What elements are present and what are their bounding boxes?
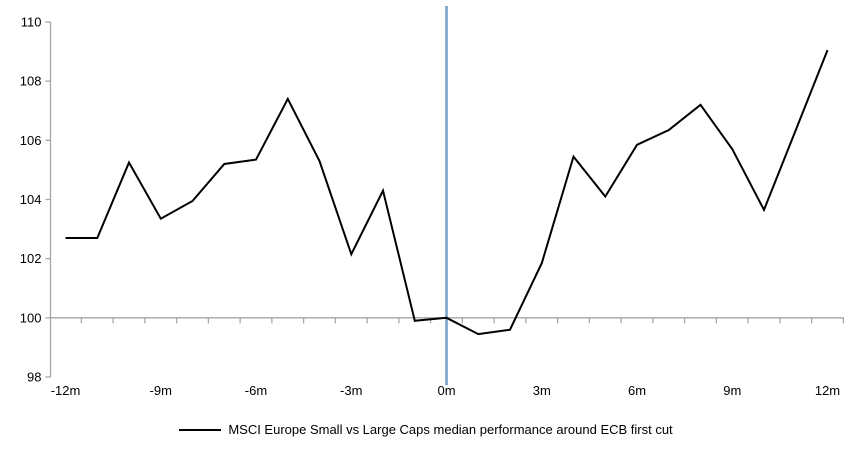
y-tick-label: 108 xyxy=(20,74,42,89)
x-tick-label: 6m xyxy=(628,383,646,398)
legend-label: MSCI Europe Small vs Large Caps median p… xyxy=(228,422,673,437)
x-tick-label: -6m xyxy=(245,383,267,398)
legend: MSCI Europe Small vs Large Caps median p… xyxy=(0,422,852,437)
x-tick-label: -3m xyxy=(340,383,362,398)
x-tick-label: 0m xyxy=(437,383,455,398)
x-tick-label: -9m xyxy=(150,383,172,398)
series-line xyxy=(65,49,829,336)
y-tick-label: 106 xyxy=(20,133,42,148)
x-tick-label: 3m xyxy=(533,383,551,398)
y-tick-label: 98 xyxy=(27,370,41,385)
legend-line-marker xyxy=(179,428,222,431)
y-tick-label: 104 xyxy=(20,192,42,207)
y-tick-label: 110 xyxy=(21,15,42,30)
y-tick-label: 102 xyxy=(20,251,42,266)
x-tick-label: 12m xyxy=(815,383,840,398)
x-tick-label: -12m xyxy=(51,383,81,398)
y-axis: 98 100 102 104 106 108 110 xyxy=(20,15,52,385)
x-tick-label: 9m xyxy=(723,383,741,398)
y-tick-label: 100 xyxy=(20,310,42,325)
